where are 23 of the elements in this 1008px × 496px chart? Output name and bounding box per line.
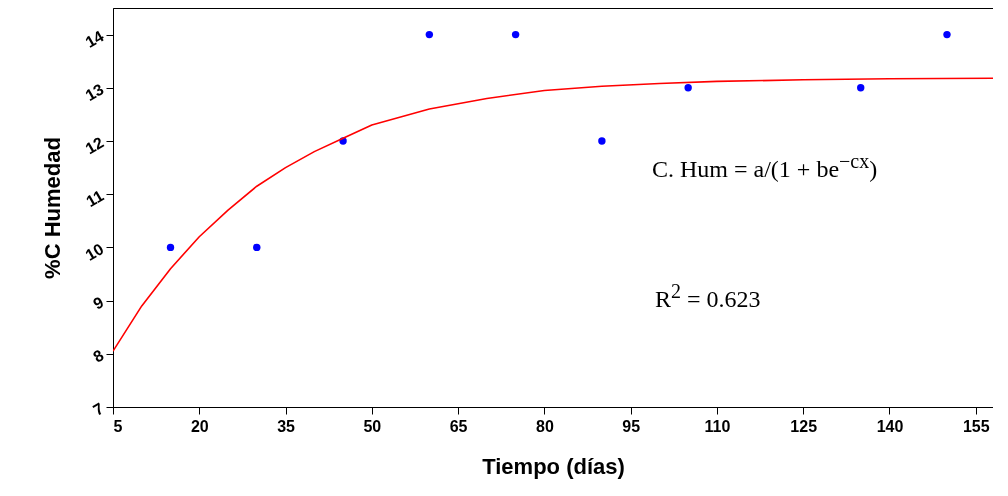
y-tick-label: 9 [90,293,107,313]
x-tick-label: 50 [363,417,382,435]
y-tick-label: 11 [83,186,107,211]
annotation: C. Hum = a/(1 + be$^{−cx}$) [652,150,878,183]
x-tick-label: 110 [704,417,731,435]
x-tick-label: 140 [876,417,904,435]
x-tick-label: 35 [277,417,296,435]
y-tick-label: 12 [82,133,107,158]
x-axis-title: Tiempo (días) [482,453,625,479]
x-tick-label: 125 [790,417,818,435]
x-tick-label: 95 [622,417,641,435]
y-tick-label: 10 [82,240,107,264]
y-tick-label: 8 [90,346,107,366]
x-tick-label: 20 [190,417,209,435]
x-tick-label: 5 [113,417,123,435]
annotation: R$^{2}$ = 0.623 [655,280,761,313]
y-tick-label: 7 [90,399,107,419]
x-tick-label: 80 [535,417,554,435]
x-tick-label: 65 [449,417,468,435]
x-tick-label: 155 [962,417,990,435]
y-tick-label: 14 [82,27,107,51]
y-axis-title: %C Humedad [40,137,66,279]
y-tick-label: 13 [82,80,107,105]
